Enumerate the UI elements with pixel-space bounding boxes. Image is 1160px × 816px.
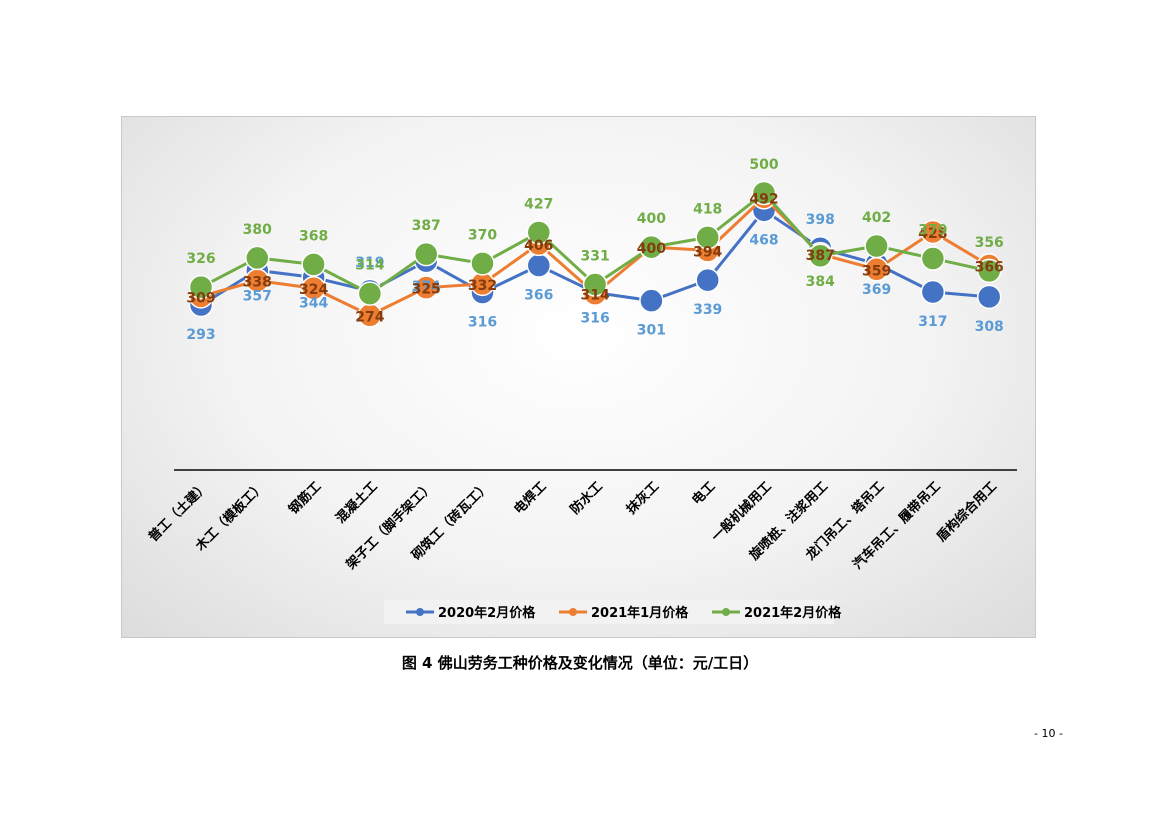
data-point <box>413 241 439 267</box>
data-point <box>808 243 833 269</box>
x-tick-label: 混凝土工 <box>333 479 381 527</box>
data-label: 308 <box>975 319 1004 335</box>
data-point <box>976 284 1002 310</box>
data-point <box>639 234 664 260</box>
data-label: 274 <box>355 309 384 325</box>
data-label: 379 <box>918 222 947 238</box>
figure-caption: 图 4 佛山劳务工种价格及变化情况（单位：元/工日） <box>401 654 759 672</box>
chart-area: 普工（土建） 木工（模板工） 钢筋工 混凝土工 架子工（脚手架工） 砌筑工（砖瓦工） 电焊工… <box>121 116 1036 638</box>
data-label: 387 <box>412 218 441 234</box>
data-point <box>976 258 1002 284</box>
legend-marker <box>569 608 577 616</box>
data-point <box>301 275 326 301</box>
data-label: 332 <box>468 278 497 294</box>
data-label: 398 <box>806 212 835 228</box>
x-tick-label: 防水工 <box>567 479 606 518</box>
data-label: 316 <box>468 315 497 331</box>
data-label: 357 <box>243 288 272 304</box>
x-tick-label: 钢筋工 <box>286 479 325 518</box>
legend-marker <box>722 608 730 616</box>
x-tick-label: 电焊工 <box>511 479 550 518</box>
data-point <box>413 275 439 300</box>
data-label: 338 <box>243 275 272 291</box>
data-label: 316 <box>580 311 609 327</box>
data-label: 387 <box>806 248 835 264</box>
data-label: 384 <box>806 274 835 290</box>
legend-label: 2021年1月价格 <box>591 605 689 621</box>
data-point <box>751 180 777 206</box>
data-point <box>526 220 552 245</box>
data-label: 314 <box>355 258 384 274</box>
data-label: 293 <box>186 327 215 343</box>
data-point <box>245 245 270 271</box>
legend-label: 2021年2月价格 <box>744 605 842 621</box>
data-point <box>526 253 552 278</box>
data-point <box>695 267 720 293</box>
data-label: 331 <box>580 248 609 264</box>
data-label: 319 <box>355 255 384 271</box>
data-point <box>695 225 720 250</box>
data-label: 427 <box>524 196 553 212</box>
data-label: 314 <box>580 288 609 304</box>
data-point <box>582 272 608 297</box>
data-label: 400 <box>637 211 666 227</box>
data-label: 339 <box>693 302 722 318</box>
data-label: 366 <box>524 288 553 304</box>
data-label: 428 <box>918 226 947 242</box>
data-label: 344 <box>299 295 328 311</box>
data-label: 324 <box>299 282 328 298</box>
data-label: 380 <box>243 222 272 238</box>
data-label: 402 <box>862 210 891 226</box>
data-point <box>188 274 214 300</box>
legend-marker <box>416 608 424 616</box>
data-label: 325 <box>412 282 441 298</box>
legend-label: 2020年2月价格 <box>438 605 536 621</box>
data-point <box>470 251 495 276</box>
x-tick-label: 抹灰工 <box>623 479 662 518</box>
data-label: 326 <box>186 251 215 267</box>
data-point <box>920 219 946 245</box>
data-label: 400 <box>637 241 666 257</box>
x-tick-label: 盾构综合用工 <box>934 479 1000 545</box>
data-label: 369 <box>862 282 891 298</box>
data-label: 359 <box>862 263 891 279</box>
data-point <box>864 233 889 259</box>
data-label: 492 <box>749 191 778 207</box>
data-point <box>920 246 946 271</box>
page-number: - 10 - <box>1034 727 1063 740</box>
data-label: 309 <box>186 290 215 306</box>
data-label: 366 <box>975 260 1004 276</box>
data-label: 374 <box>412 279 441 295</box>
legend-box <box>384 600 834 624</box>
legend: 2020年2月价格 2021年1月价格 2021年2月价格 <box>384 600 842 624</box>
data-label: 468 <box>749 232 778 248</box>
data-label: 356 <box>975 235 1004 251</box>
data-point <box>920 279 946 305</box>
data-point <box>639 288 664 313</box>
data-label: 368 <box>299 228 328 244</box>
data-label: 500 <box>749 157 778 173</box>
data-label: 317 <box>918 314 947 330</box>
data-label: 418 <box>693 201 722 217</box>
data-point <box>301 252 326 277</box>
data-label: 406 <box>524 238 553 254</box>
x-tick-label: 电工 <box>689 479 719 509</box>
data-label: 370 <box>468 227 497 243</box>
data-label: 394 <box>693 244 722 260</box>
data-label: 301 <box>637 323 666 339</box>
data-point <box>357 281 383 306</box>
